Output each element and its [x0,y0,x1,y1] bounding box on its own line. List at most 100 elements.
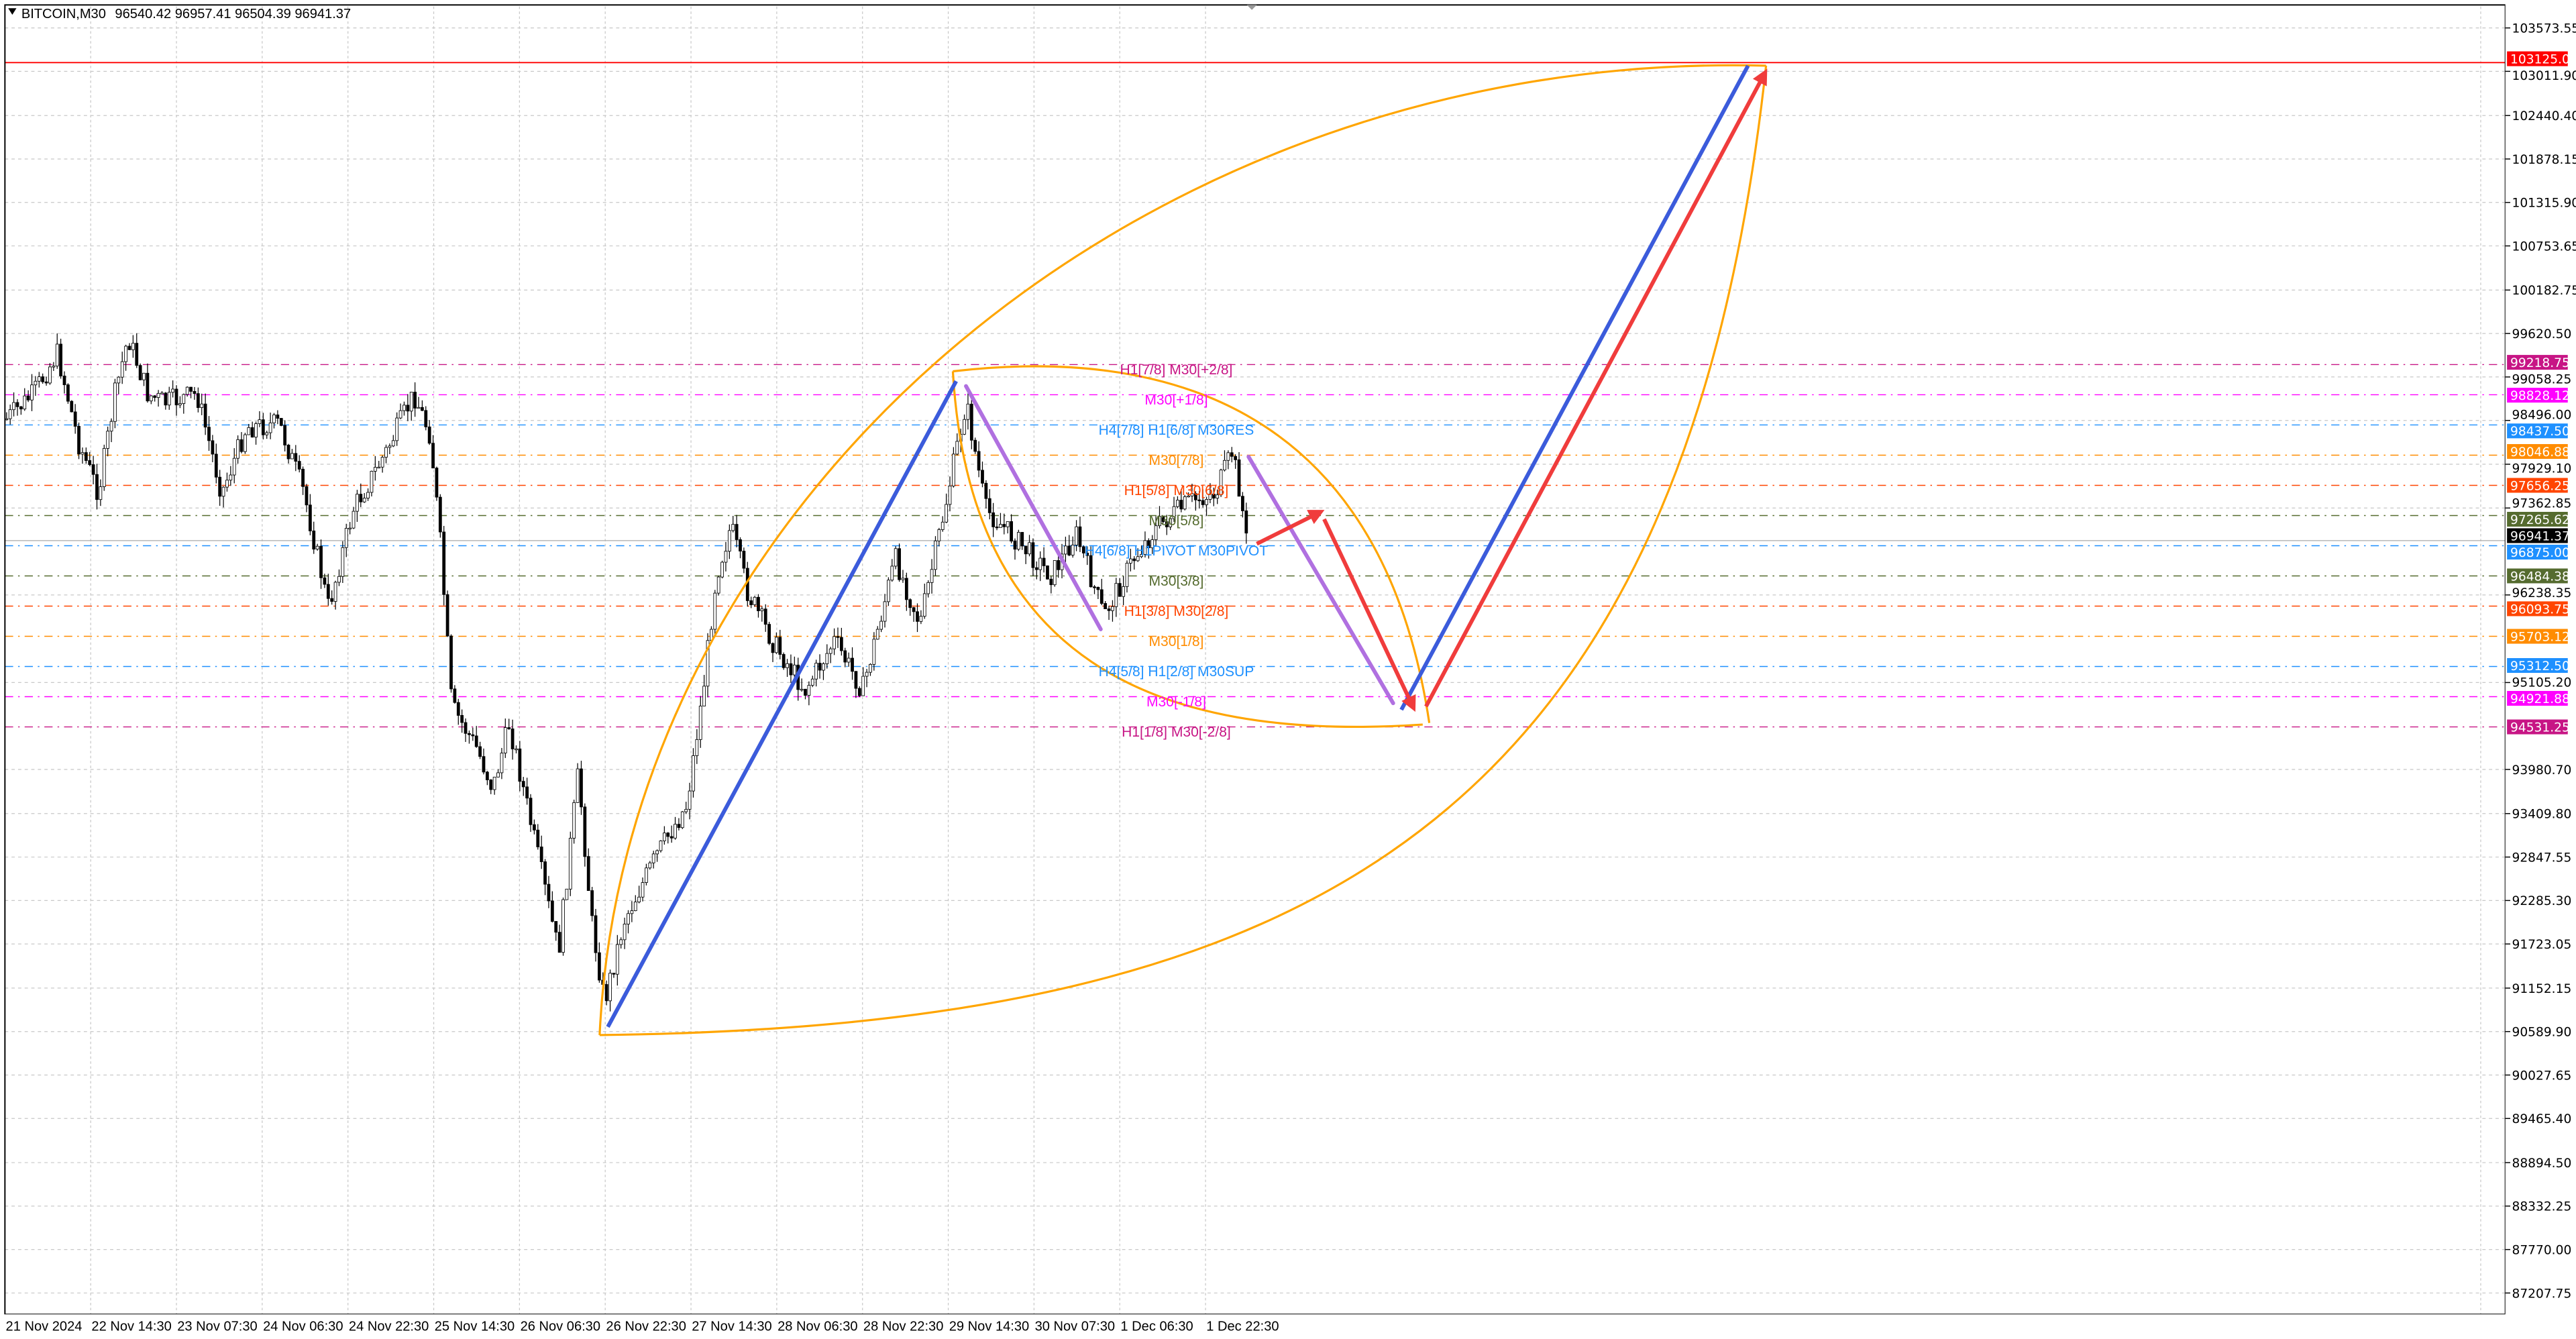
candle [1226,452,1230,461]
murrey-level-label: H1[1/8] M30[-2/8] [1122,725,1231,740]
red-arrow[interactable] [1424,68,1768,708]
candle [1096,587,1100,590]
candle [239,439,244,452]
candle [1223,460,1226,471]
time-tick-label: 25 Nov 14:30 [435,1320,515,1334]
time-tick-label: 29 Nov 14:30 [949,1320,1029,1334]
candle [1140,553,1143,557]
level-price-badge-text: 99218.75 [2510,356,2570,370]
murrey-level-label: M30[1/8] [1149,634,1204,649]
candle [1125,563,1129,587]
candle [525,786,529,799]
candle [323,577,327,585]
candle [500,753,504,773]
candle [8,409,12,419]
candle [684,808,688,812]
blue-trend-line[interactable] [1399,64,1750,711]
candle [330,598,334,602]
level-price-badge [2507,512,2568,527]
small-curve-lower[interactable] [951,371,1423,729]
big-curve-upper[interactable] [598,64,1766,1035]
candle [735,524,739,540]
candle [438,496,442,533]
candle [608,973,612,1002]
candle [388,445,392,448]
small-curve-upper[interactable] [953,365,1431,723]
candle [138,365,142,380]
candle [261,419,265,435]
ohlc-values: 96540.42 96957.41 96504.39 96941.37 [115,7,351,21]
price-tick-label: 87770.00 [2512,1243,2571,1257]
candle [294,453,298,462]
candle [406,405,410,412]
level-price-badge [2507,355,2568,370]
price-tick-label: 90027.65 [2512,1069,2571,1083]
candle [557,932,561,953]
candle [279,418,283,426]
candle [301,468,305,487]
candle [319,545,323,578]
candle [1205,499,1208,505]
candle [1169,518,1173,527]
red-arrow[interactable] [1322,518,1416,712]
candle [268,422,272,433]
candle [586,856,590,892]
candle [1081,546,1085,553]
candle [1013,541,1017,550]
candle [171,388,175,393]
candle [969,403,973,441]
candle [1111,606,1114,611]
scroll-marker-icon[interactable] [1246,5,1257,10]
candle [720,561,724,578]
level-price-badge-text: 94921.88 [2510,692,2570,706]
candle [12,402,15,411]
time-tick-label: 26 Nov 22:30 [606,1320,686,1334]
candle [1237,459,1241,497]
time-tick-label: 22 Nov 14:30 [91,1320,171,1334]
candle [478,746,482,757]
candle [987,498,991,513]
drawings[interactable] [598,64,1768,1036]
price-tick-label: 97929.10 [2512,462,2571,476]
candle [901,578,905,580]
candle [955,441,959,455]
candle [778,637,782,655]
candle [218,476,222,497]
candle [449,635,453,690]
price-tick-label: 88332.25 [2512,1200,2571,1214]
collapse-triangle-icon[interactable] [8,8,17,15]
time-tick-label: 28 Nov 22:30 [863,1320,943,1334]
big-curve-lower[interactable] [599,65,1768,1036]
candle [366,492,370,498]
candle [421,407,424,411]
candle [1241,496,1244,511]
blue-trend-line[interactable] [606,380,958,1028]
purple-line[interactable] [1246,454,1395,706]
candle [879,621,883,630]
candle [851,657,854,672]
purple-line[interactable] [964,384,1103,631]
candle [594,915,598,953]
candle [247,427,251,435]
candle [1031,542,1035,568]
candle [41,376,45,382]
candle [135,343,139,366]
candle [637,896,641,903]
price-tick-label: 90589.90 [2512,1026,2571,1040]
candle [869,663,872,673]
candle [337,576,341,583]
candle [417,407,421,409]
time-tick-label: 1 Dec 06:30 [1120,1320,1193,1334]
candle [706,640,710,687]
candle [413,392,417,409]
candle [286,445,290,460]
candle [742,551,746,569]
time-axis[interactable]: 21 Nov 2024 22 Nov 14:30 23 Nov 07:30 24 No… [0,1314,2576,1339]
candle [999,524,1002,528]
price-tick-label: 101315.90 [2512,197,2576,211]
candle [598,952,601,981]
candle [991,512,996,527]
candle [1158,516,1161,527]
red-arrow[interactable] [1256,510,1325,546]
